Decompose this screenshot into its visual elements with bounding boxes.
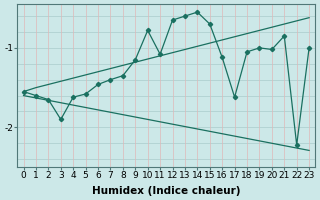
X-axis label: Humidex (Indice chaleur): Humidex (Indice chaleur) <box>92 186 241 196</box>
